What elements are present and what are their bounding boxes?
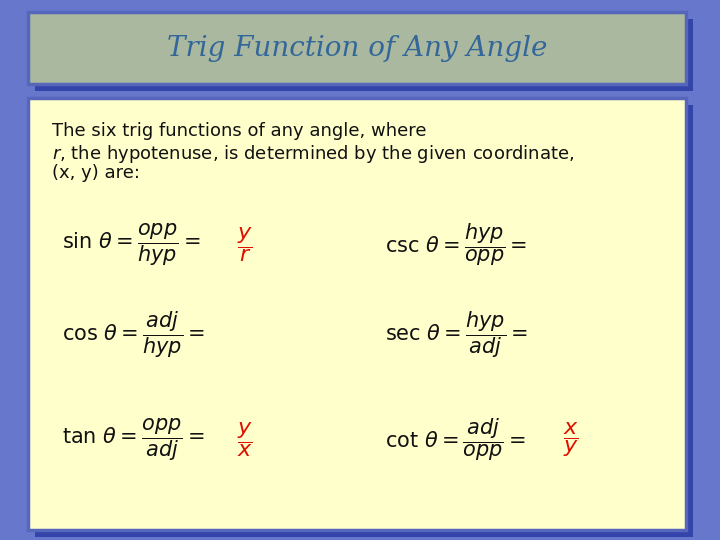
FancyBboxPatch shape bbox=[35, 105, 693, 537]
Text: (x, y) are:: (x, y) are: bbox=[52, 164, 140, 182]
Text: The six trig functions of any angle, where: The six trig functions of any angle, whe… bbox=[52, 122, 426, 140]
FancyBboxPatch shape bbox=[35, 19, 693, 91]
Text: $\dfrac{y}{x}$: $\dfrac{y}{x}$ bbox=[237, 421, 253, 460]
Text: $r$, the hypotenuse, is determined by the given coordinate,: $r$, the hypotenuse, is determined by th… bbox=[52, 143, 575, 165]
Text: $\dfrac{x}{y}$: $\dfrac{x}{y}$ bbox=[563, 421, 579, 460]
Text: $\csc\,\theta = \dfrac{hyp}{opp} = $: $\csc\,\theta = \dfrac{hyp}{opp} = $ bbox=[385, 222, 527, 268]
Text: $\cot\,\theta = \dfrac{adj}{opp} = $: $\cot\,\theta = \dfrac{adj}{opp} = $ bbox=[385, 417, 526, 463]
Text: $\dfrac{y}{r}$: $\dfrac{y}{r}$ bbox=[237, 226, 253, 265]
Text: Trig Function of Any Angle: Trig Function of Any Angle bbox=[167, 35, 547, 62]
Text: $\sin\,\theta = \dfrac{opp}{hyp} = $: $\sin\,\theta = \dfrac{opp}{hyp} = $ bbox=[62, 222, 200, 268]
FancyBboxPatch shape bbox=[28, 12, 686, 84]
Text: $\sec\,\theta = \dfrac{hyp}{adj} = $: $\sec\,\theta = \dfrac{hyp}{adj} = $ bbox=[385, 310, 528, 360]
Text: $\tan\,\theta = \dfrac{opp}{adj} = $: $\tan\,\theta = \dfrac{opp}{adj} = $ bbox=[62, 417, 204, 463]
FancyBboxPatch shape bbox=[28, 98, 686, 530]
Text: $\cos\,\theta = \dfrac{adj}{hyp} = $: $\cos\,\theta = \dfrac{adj}{hyp} = $ bbox=[62, 310, 205, 360]
